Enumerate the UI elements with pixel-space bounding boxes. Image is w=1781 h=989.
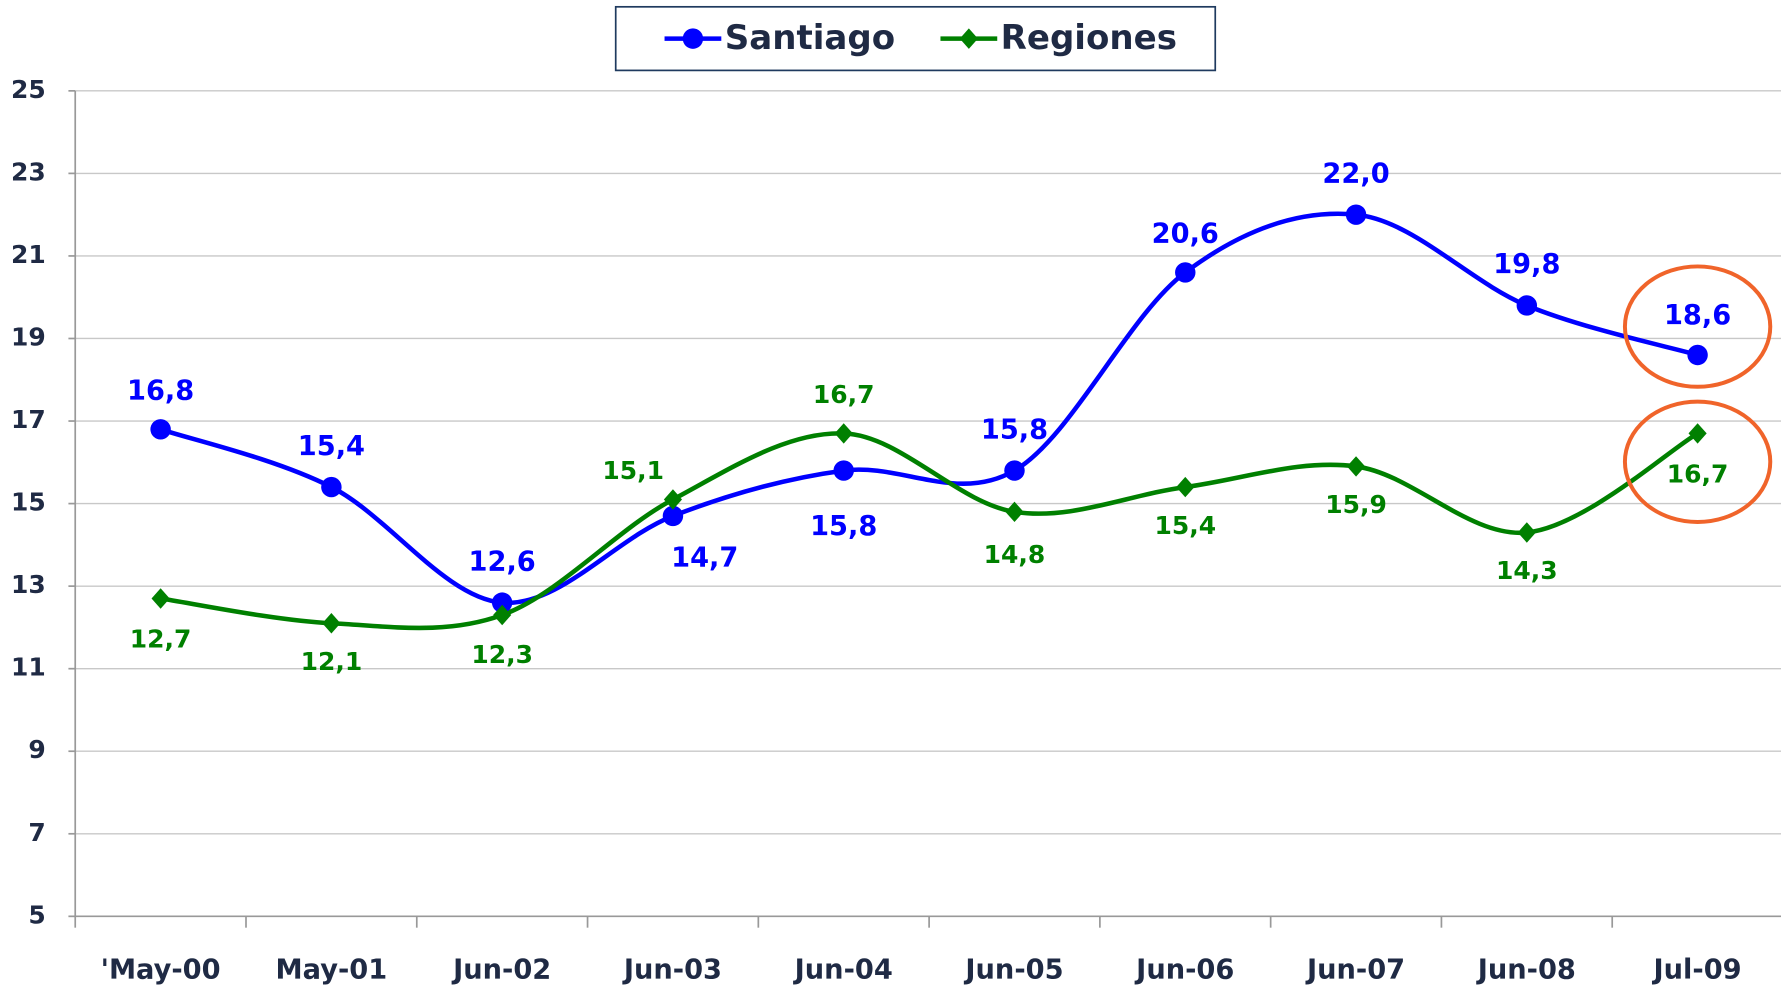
point: [834, 423, 853, 444]
x-tick-label: May-01: [276, 954, 388, 985]
point: [150, 419, 171, 440]
data-label: 14,3: [1496, 556, 1558, 585]
x-tick-label: Jun-06: [1134, 954, 1234, 985]
data-label: 19,8: [1493, 249, 1560, 280]
highlight: [1622, 399, 1773, 524]
legend-label: Regiones: [1001, 18, 1177, 58]
point: [1346, 456, 1366, 477]
data-label: 15,8: [810, 511, 877, 542]
y-tick-label: 23: [11, 157, 46, 186]
x-tick-label: Jun-07: [1305, 954, 1405, 985]
point: [1516, 295, 1538, 316]
point: [1345, 204, 1367, 225]
data-label: 14,7: [671, 543, 738, 574]
point: [151, 588, 170, 609]
data-label: 18,6: [1664, 300, 1731, 331]
data-label: 12,7: [130, 625, 192, 654]
x-tick-label: Jul-09: [1652, 954, 1742, 985]
data-label: 15,1: [602, 456, 664, 485]
x-tick-label: Jun-08: [1476, 954, 1576, 985]
y-tick-label: 19: [11, 322, 46, 351]
point: [1175, 262, 1196, 283]
data-label: 15,9: [1325, 490, 1387, 519]
y-tick-label: 7: [28, 818, 45, 847]
data-label: 15,4: [298, 431, 365, 462]
y-tick-label: 9: [28, 735, 45, 764]
y-tick-label: 13: [11, 570, 46, 599]
y-tick-label: 11: [11, 653, 46, 682]
x-tick-label: Jun-05: [963, 954, 1063, 985]
point: [1688, 423, 1707, 444]
point: [1005, 501, 1024, 523]
legend-label: Santiago: [725, 18, 895, 58]
y-tick-label: 17: [11, 405, 46, 434]
data-label: 20,6: [1152, 218, 1219, 249]
point: [493, 604, 512, 626]
y-tick-label: 15: [11, 488, 46, 517]
x-tick-label: Jun-03: [622, 954, 722, 985]
x-tick-label: Jun-04: [793, 954, 893, 985]
data-label: 16,8: [127, 375, 194, 406]
data-label: 12,1: [301, 647, 363, 676]
highlight: [1622, 264, 1773, 389]
data-label: 16,7: [813, 380, 875, 409]
point: [321, 476, 342, 498]
y-tick-label: 25: [11, 75, 46, 104]
data-label: 14,8: [984, 540, 1046, 569]
point: [833, 460, 854, 481]
point: [662, 505, 684, 527]
x-tick-label: Jun-02: [451, 954, 551, 985]
legend-marker: [682, 28, 704, 49]
data-label: 15,8: [981, 414, 1048, 445]
legend-marker: [959, 28, 978, 49]
data-label: 15,4: [1154, 511, 1216, 540]
y-tick-label: 21: [11, 240, 46, 269]
data-label: 12,6: [469, 546, 536, 577]
data-label: 22,0: [1322, 158, 1389, 189]
data-label: 12,3: [471, 640, 533, 669]
point: [491, 592, 513, 613]
point: [1176, 476, 1195, 498]
data-label: 16,7: [1667, 459, 1729, 488]
point: [663, 489, 683, 510]
series-line: [159, 211, 1699, 605]
series-line: [160, 431, 1699, 631]
point: [322, 613, 341, 634]
point: [1004, 460, 1025, 481]
point: [1687, 344, 1708, 366]
point: [1517, 522, 1536, 543]
x-tick-label: 'May-00: [101, 954, 221, 985]
y-tick-label: 5: [28, 900, 45, 929]
